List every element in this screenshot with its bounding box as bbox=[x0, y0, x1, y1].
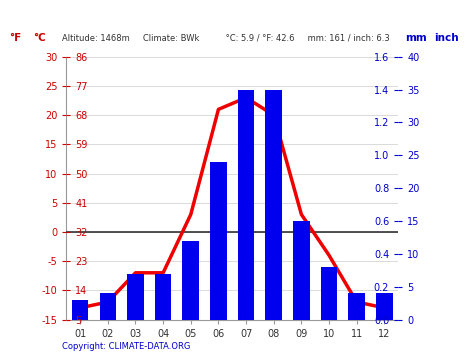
Bar bbox=[210, 162, 227, 320]
Text: mm: mm bbox=[405, 33, 427, 43]
Bar bbox=[238, 90, 255, 320]
Text: °C: °C bbox=[33, 33, 46, 43]
Bar bbox=[182, 241, 199, 320]
Bar bbox=[72, 300, 89, 320]
Text: °F: °F bbox=[9, 33, 22, 43]
Bar bbox=[348, 293, 365, 320]
Text: inch: inch bbox=[434, 33, 458, 43]
Bar bbox=[321, 267, 337, 320]
Bar bbox=[265, 90, 282, 320]
Bar bbox=[127, 273, 144, 320]
Bar bbox=[100, 293, 116, 320]
Bar bbox=[376, 293, 392, 320]
Text: Altitude: 1468m     Climate: BWk          °C: 5.9 / °F: 42.6     mm: 161 / inch:: Altitude: 1468m Climate: BWk °C: 5.9 / °… bbox=[62, 34, 389, 43]
Bar bbox=[155, 273, 172, 320]
Text: Copyright: CLIMATE-DATA.ORG: Copyright: CLIMATE-DATA.ORG bbox=[62, 343, 190, 351]
Bar bbox=[293, 221, 310, 320]
